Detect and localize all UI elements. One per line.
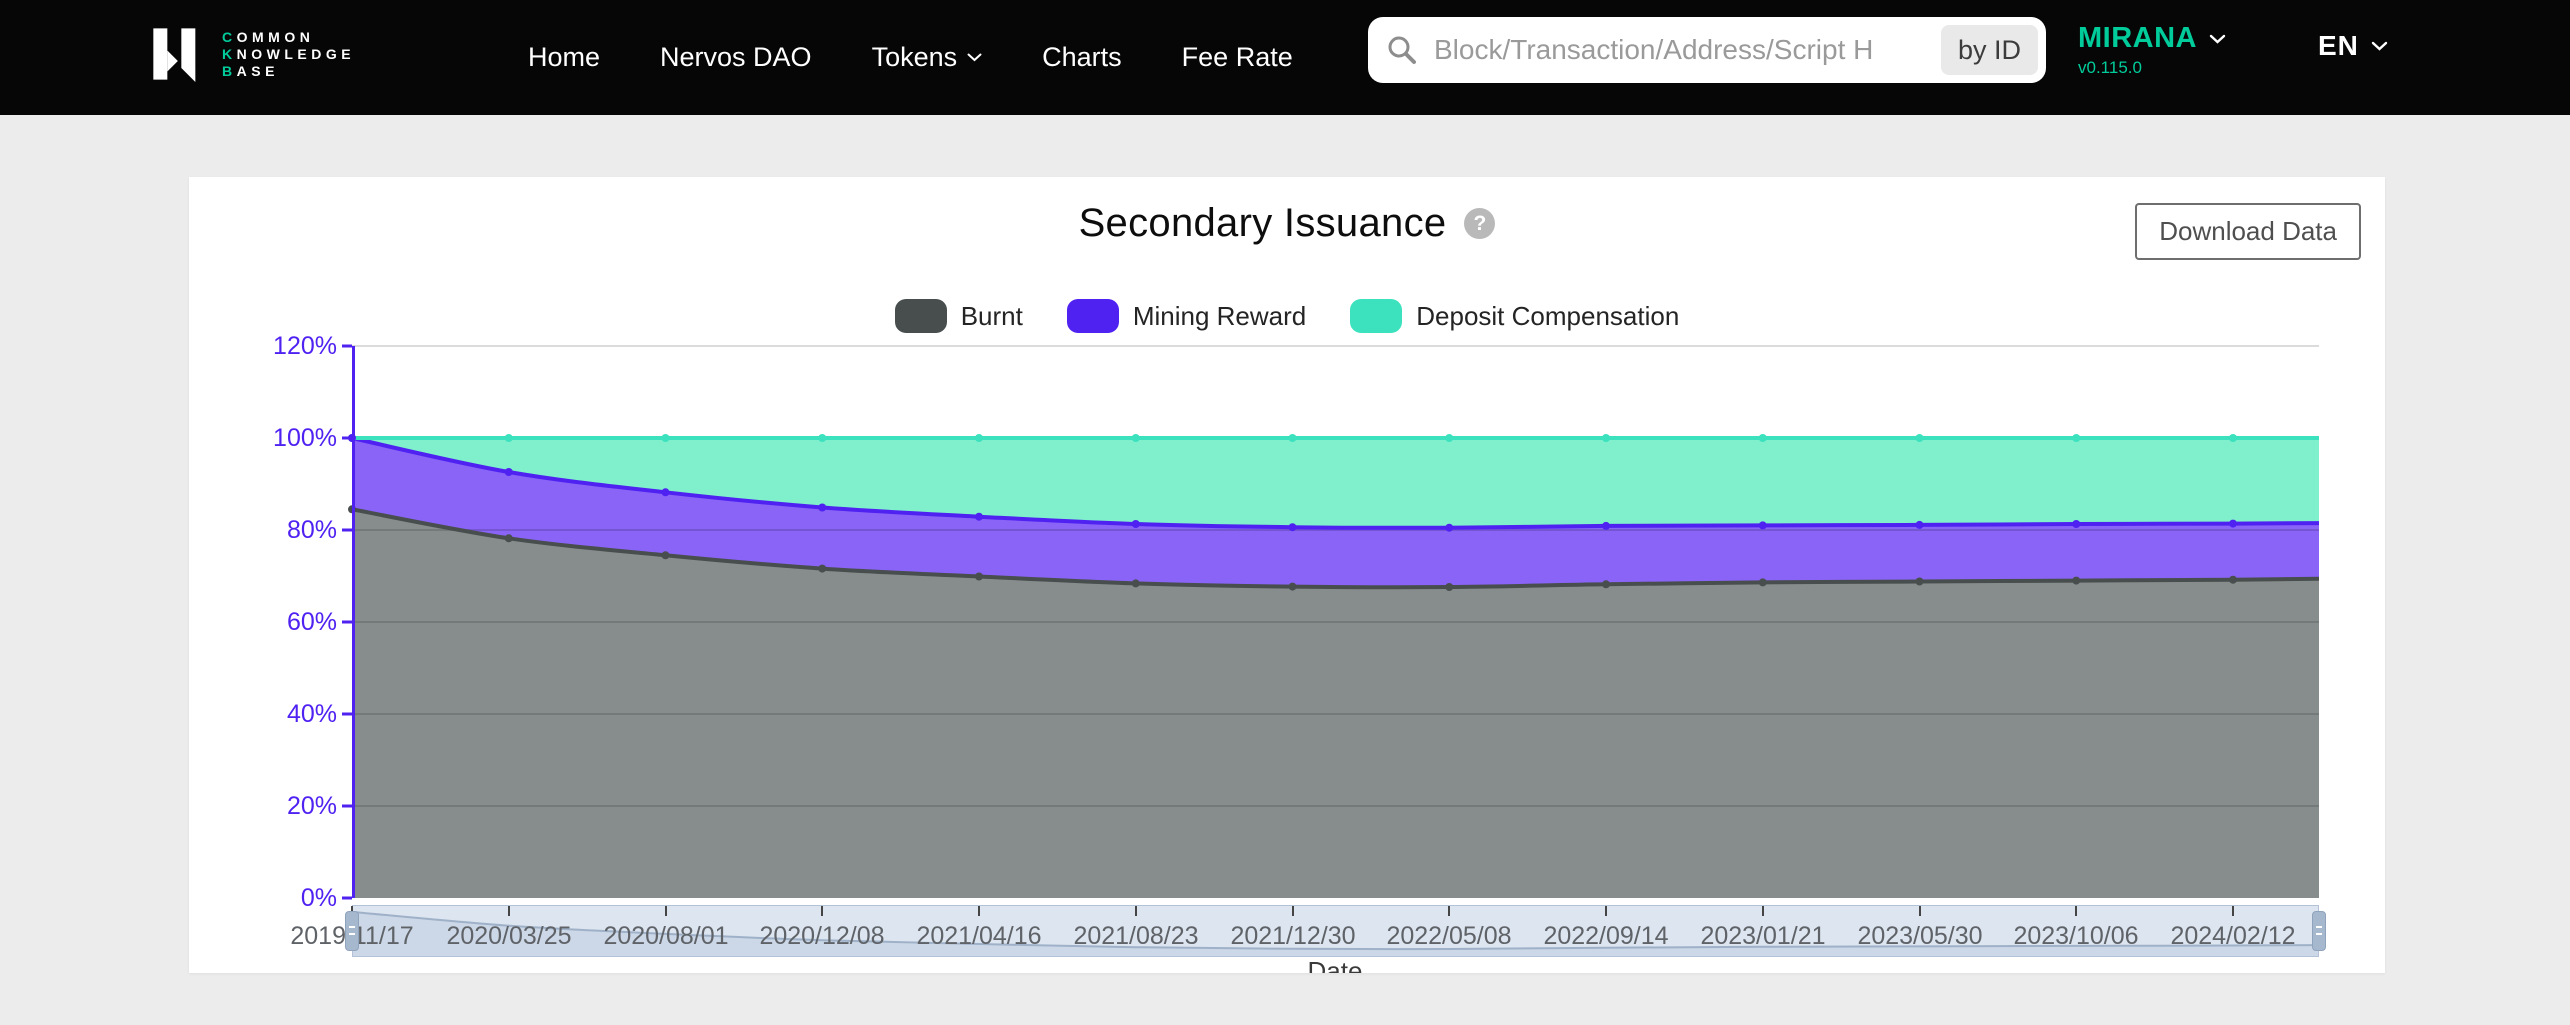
- x-axis-tick: [1448, 906, 1450, 916]
- network-name: MIRANA: [2078, 22, 2197, 55]
- main-nav: Home Nervos DAO Tokens Charts Fee Rate: [528, 0, 1293, 115]
- x-axis-tick: [1762, 906, 1764, 916]
- x-axis-tick: [1919, 906, 1921, 916]
- legend-swatch: [1350, 299, 1402, 333]
- x-axis-label: 2020/03/25: [419, 921, 599, 951]
- search-icon: [1386, 34, 1418, 66]
- x-axis-tick: [508, 906, 510, 916]
- x-axis-label: 2021/04/16: [889, 921, 1069, 951]
- x-axis-label: 2020/08/01: [576, 921, 756, 951]
- legend-item-mining-reward[interactable]: Mining Reward: [1067, 299, 1306, 333]
- logo-line3-rest: ASE: [237, 63, 279, 79]
- legend-item-deposit-compensation[interactable]: Deposit Compensation: [1350, 299, 1679, 333]
- x-axis-tick: [978, 906, 980, 916]
- help-icon[interactable]: ?: [1464, 208, 1495, 239]
- legend-item-burnt[interactable]: Burnt: [895, 299, 1023, 333]
- logo[interactable]: COMMON KNOWLEDGE BASE: [150, 26, 355, 82]
- y-axis-label: 100%: [227, 423, 337, 453]
- nav-link-fee-rate[interactable]: Fee Rate: [1182, 42, 1293, 73]
- logo-text: COMMON KNOWLEDGE BASE: [222, 29, 355, 80]
- x-axis-label: 2023/05/30: [1830, 921, 2010, 951]
- logo-line1-accent: C: [222, 29, 237, 45]
- x-axis-label: 2022/09/14: [1516, 921, 1696, 951]
- logo-line3-accent: B: [222, 63, 237, 79]
- language-selector[interactable]: EN: [2318, 30, 2388, 62]
- legend-label: Burnt: [961, 301, 1023, 332]
- x-axis-tick: [665, 906, 667, 916]
- chart-card: Secondary Issuance ? Download Data Burnt…: [189, 177, 2385, 973]
- logo-line1-rest: OMMON: [237, 29, 315, 45]
- x-axis-name: Date: [1235, 956, 1435, 973]
- ckb-logo-icon: [150, 26, 208, 82]
- search-by-id-button[interactable]: by ID: [1941, 25, 2038, 75]
- logo-line2-rest: NOWLEDGE: [237, 46, 355, 62]
- x-axis-tick: [1605, 906, 1607, 916]
- legend-label: Deposit Compensation: [1416, 301, 1679, 332]
- chart-canvas: [352, 346, 2319, 898]
- x-axis-tick: [1135, 906, 1137, 916]
- x-axis-tick: [2075, 906, 2077, 916]
- download-data-button[interactable]: Download Data: [2135, 203, 2361, 260]
- chevron-down-icon: [967, 53, 982, 62]
- y-axis-label: 60%: [227, 607, 337, 637]
- datazoom-left-handle[interactable]: [345, 911, 359, 951]
- search-box: by ID: [1368, 17, 2046, 83]
- x-axis-label: 2021/08/23: [1046, 921, 1226, 951]
- chart-legend: Burnt Mining Reward Deposit Compensation: [189, 299, 2385, 333]
- language-label: EN: [2318, 30, 2359, 62]
- x-axis-label: 2020/12/08: [732, 921, 912, 951]
- y-axis-label: 40%: [227, 699, 337, 729]
- y-axis-label: 120%: [227, 331, 337, 361]
- logo-line2-accent: K: [222, 46, 237, 62]
- y-axis-label: 20%: [227, 791, 337, 821]
- x-axis-tick: [821, 906, 823, 916]
- x-axis-label: 2024/02/12: [2143, 921, 2323, 951]
- navbar: COMMON KNOWLEDGE BASE Home Nervos DAO Toke…: [0, 0, 2570, 115]
- x-axis-tick: [1292, 906, 1294, 916]
- search-input[interactable]: [1432, 33, 1941, 67]
- legend-swatch: [1067, 299, 1119, 333]
- datazoom-right-handle[interactable]: [2312, 911, 2326, 951]
- nav-link-home[interactable]: Home: [528, 42, 600, 73]
- x-axis-label: 2021/12/30: [1203, 921, 1383, 951]
- x-axis-label: 2022/05/08: [1359, 921, 1539, 951]
- page: COMMON KNOWLEDGE BASE Home Nervos DAO Toke…: [0, 0, 2570, 1025]
- x-axis-label: 2023/01/21: [1673, 921, 1853, 951]
- legend-swatch: [895, 299, 947, 333]
- legend-label: Mining Reward: [1133, 301, 1306, 332]
- y-axis-label: 0%: [227, 883, 337, 913]
- page-title: Secondary Issuance: [1079, 201, 1447, 246]
- x-axis-label: 2023/10/06: [1986, 921, 2166, 951]
- chevron-down-icon: [2371, 41, 2388, 51]
- network-version: v0.115.0: [2078, 58, 2226, 78]
- nav-link-tokens[interactable]: Tokens: [872, 42, 983, 73]
- network-selector[interactable]: MIRANA v0.115.0: [2078, 22, 2226, 78]
- x-axis-tick: [2232, 906, 2234, 916]
- nav-link-nervos-dao[interactable]: Nervos DAO: [660, 42, 812, 73]
- y-axis-label: 80%: [227, 515, 337, 545]
- nav-link-charts[interactable]: Charts: [1042, 42, 1122, 73]
- chevron-down-icon: [2209, 34, 2226, 44]
